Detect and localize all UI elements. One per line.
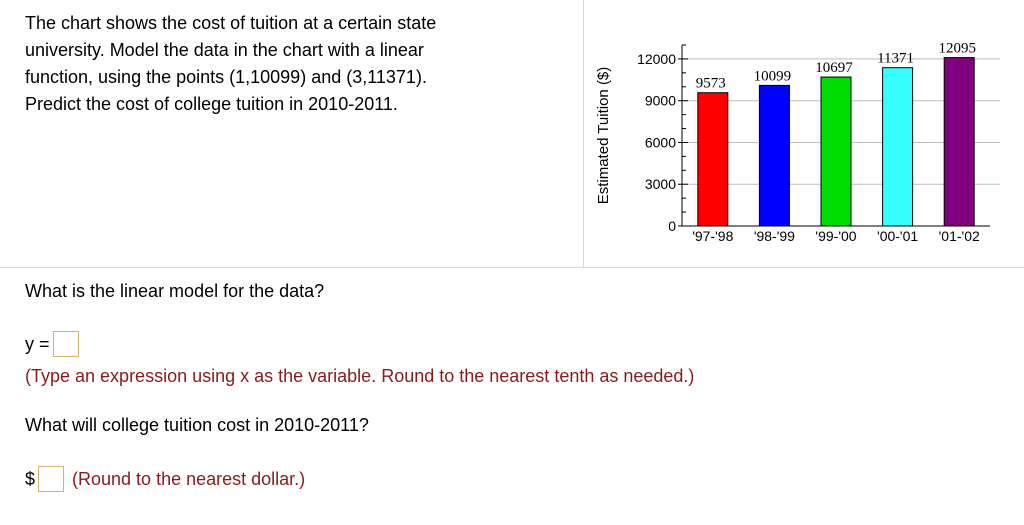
- y-tick-label: 3000: [645, 176, 676, 192]
- data-label: 11371: [877, 51, 914, 67]
- data-label: 10697: [815, 60, 853, 76]
- tuition-cost-hint: (Round to the nearest dollar.): [72, 468, 306, 489]
- y-tick-label: 0: [668, 218, 676, 234]
- y-tick-label: 6000: [645, 134, 676, 150]
- linear-model-hint: (Type an expression using x as the varia…: [25, 366, 695, 386]
- y-tick-label: 9000: [645, 93, 676, 109]
- bar: [697, 92, 729, 227]
- question-tuition-cost: What will college tuition cost in 2010-2…: [25, 415, 369, 435]
- bar: [758, 84, 790, 227]
- answer-prefix-dollar: $: [25, 468, 36, 489]
- x-tick-label: '00-'01: [877, 228, 918, 244]
- bar: [820, 76, 852, 227]
- bar: [882, 67, 914, 227]
- x-tick-label: '01-'02: [939, 228, 980, 244]
- horizontal-divider: [0, 267, 1024, 268]
- data-label: 9573: [696, 76, 726, 92]
- linear-model-answer-input[interactable]: [52, 331, 79, 357]
- bar: [943, 57, 975, 227]
- question-linear-model: What is the linear model for the data?: [25, 281, 325, 301]
- problem-line: university. Model the data in the chart …: [25, 40, 424, 60]
- tuition-bar-chart: 0 3000 6000 9000 12000 Estimated Tuition ($) 9…: [595, 41, 1000, 244]
- answer-row-tuition-cost: $ (Round to the nearest dollar.): [25, 466, 305, 492]
- x-tick-label: '97-'98: [692, 228, 733, 244]
- x-tick-label: '99-'00: [815, 228, 856, 244]
- problem-statement: The chart shows the cost of tuition at a…: [25, 10, 565, 118]
- problem-line: The chart shows the cost of tuition at a…: [25, 13, 437, 33]
- tuition-cost-answer-input[interactable]: [38, 466, 65, 492]
- problem-line: Predict the cost of college tuition in 2…: [25, 94, 398, 114]
- y-tick-label: 12000: [637, 51, 676, 67]
- problem-line: function, using the points (1,10099) and…: [25, 67, 427, 87]
- data-label: 10099: [754, 68, 792, 84]
- y-axis-label: Estimated Tuition ($): [595, 67, 612, 205]
- vertical-divider: [583, 0, 584, 267]
- data-label: 12095: [938, 41, 976, 57]
- answer-row-linear-model: y =: [25, 331, 79, 357]
- answer-prefix-y: y =: [25, 333, 50, 354]
- x-tick-label: '98-'99: [754, 228, 795, 244]
